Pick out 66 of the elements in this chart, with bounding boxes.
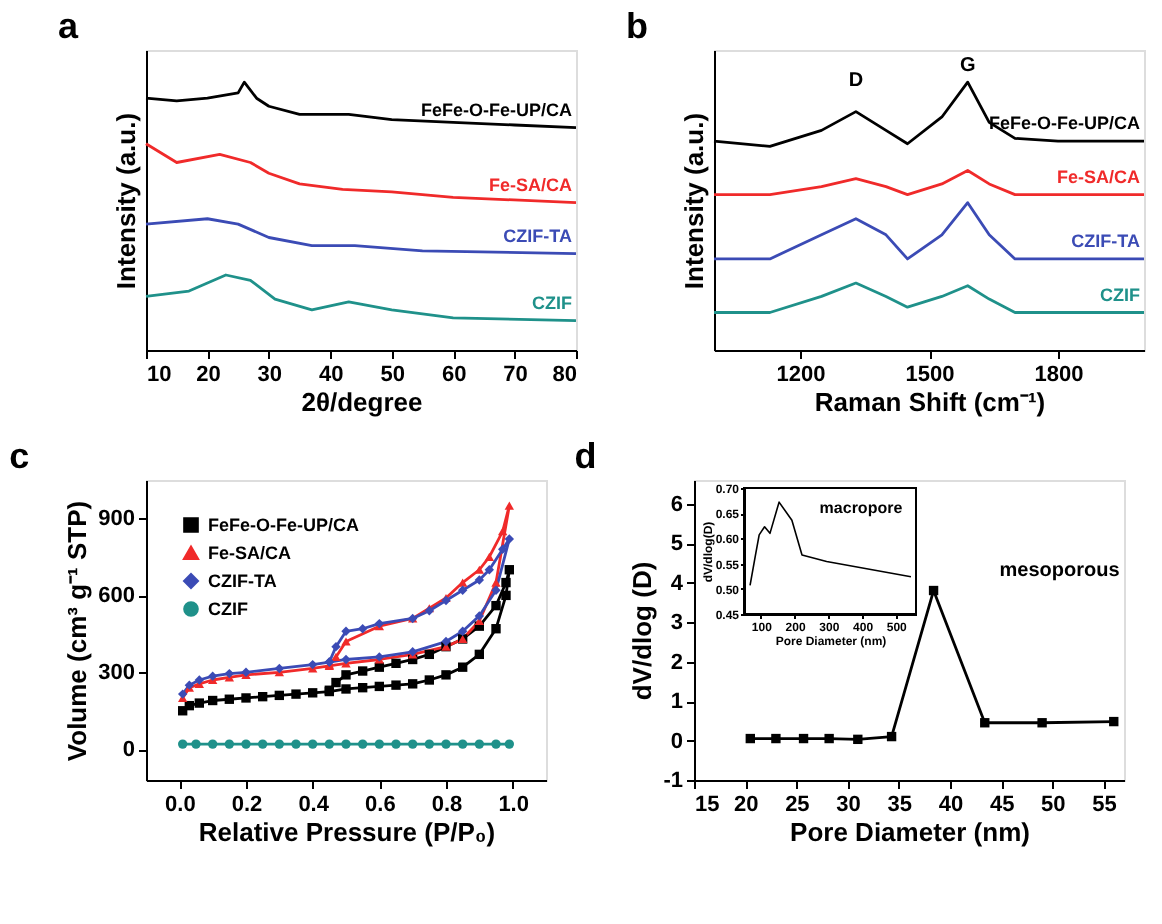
- x-tick-label: 50: [380, 363, 405, 387]
- x-tick-label: 60: [441, 363, 467, 387]
- x-tick-label: 70: [503, 363, 528, 387]
- x-axis-title: Relative Pressure (P/P₀): [198, 817, 496, 847]
- x-tick-label: 35: [887, 793, 913, 817]
- x-tick-label: 1800: [1034, 363, 1084, 387]
- x-axis-title: 2θ/degree: [301, 387, 423, 417]
- y-axis-title: Intensity (a.u.): [111, 112, 141, 290]
- y-tick-label: 300: [98, 661, 135, 686]
- y-axis-title: dV/dlog (D): [627, 561, 658, 701]
- series-label: CZIF-TA: [503, 225, 573, 246]
- x-tick-label: 45: [989, 793, 1015, 817]
- x-tick-label: 0.6: [365, 793, 396, 817]
- x-axis-title: Raman Shift (cm⁻¹): [814, 387, 1046, 417]
- y-tick-label: 0: [122, 738, 135, 763]
- annotation: mesoporous: [999, 560, 1121, 582]
- x-tick-label: 0.2: [231, 793, 263, 817]
- legend-label: CZIF-TA: [208, 571, 278, 591]
- x-tick-label: 0.8: [431, 793, 463, 817]
- series-label: Fe-SA/CA: [1056, 166, 1141, 187]
- x-axis-title: Pore Diameter (nm): [790, 817, 1030, 847]
- legend-label: CZIF: [208, 599, 249, 619]
- x-tick-label: 25: [785, 793, 810, 817]
- x-tick-label: 1200: [776, 363, 826, 387]
- chart-title: d: [574, 436, 597, 476]
- chart-title: a: [58, 6, 80, 46]
- y-tick-label: 1: [670, 690, 683, 715]
- x-tick-label: 0.0: [165, 793, 196, 817]
- chart-title: b: [626, 6, 648, 46]
- annotation: D: [848, 70, 864, 92]
- y-tick-label: 3: [670, 611, 683, 636]
- chart-title: c: [9, 436, 30, 476]
- x-tick-label: 1500: [905, 363, 955, 387]
- x-tick-label: 0.4: [298, 793, 331, 817]
- y-tick-label: 6: [670, 492, 683, 517]
- text: G: [959, 55, 976, 77]
- y-axis-title: Volume (cm³ g⁻¹ STP): [62, 500, 93, 762]
- x-tick-label: 30: [836, 793, 861, 817]
- y-axis-title: Intensity (a.u.): [679, 112, 709, 290]
- x-tick-label: 30: [257, 363, 283, 387]
- series-label: CZIF: [1100, 284, 1141, 305]
- series-label: FeFe-O-Fe-UP/CA: [988, 113, 1141, 134]
- y-tick-label: 2: [670, 650, 683, 675]
- x-tick-label: 40: [938, 793, 964, 817]
- x-tick-label: 40: [319, 363, 344, 387]
- x-tick-label: 1.0: [498, 793, 529, 817]
- x-tick-label: 80: [552, 363, 577, 387]
- y-tick-label: -1: [663, 769, 683, 793]
- y-tick-label: 5: [670, 532, 683, 557]
- series-label: Fe-SA/CA: [488, 174, 573, 195]
- legend-label: Fe-SA/CA: [208, 543, 292, 563]
- x-tick-label: 15: [695, 793, 720, 817]
- series-label: CZIF-TA: [1071, 230, 1141, 251]
- series-label: CZIF: [532, 292, 573, 313]
- x-tick-label: 20: [196, 363, 221, 387]
- legend-label: FeFe-O-Fe-UP/CA: [208, 515, 361, 535]
- y-tick-label: 900: [98, 507, 135, 532]
- y-tick-label: 4: [670, 571, 685, 596]
- series-label: FeFe-O-Fe-UP/CA: [420, 99, 573, 120]
- y-tick-label: 600: [98, 584, 135, 609]
- x-tick-label: 50: [1041, 793, 1066, 817]
- x-tick-label: 20: [733, 793, 759, 817]
- x-tick-label: 55: [1092, 793, 1117, 817]
- x-tick-label: 10: [147, 363, 172, 387]
- y-tick-label: 0: [670, 729, 683, 754]
- annotation: macropore: [819, 499, 904, 518]
